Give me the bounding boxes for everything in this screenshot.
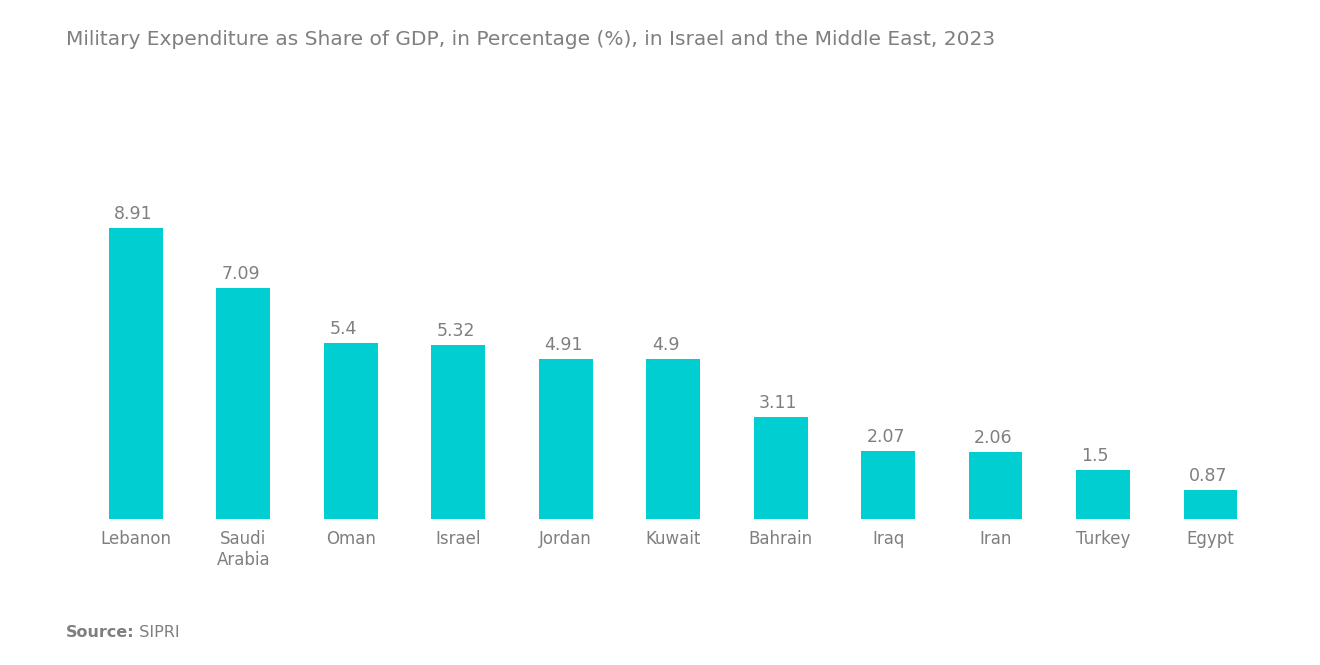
Text: Military Expenditure as Share of GDP, in Percentage (%), in Israel and the Middl: Military Expenditure as Share of GDP, in… <box>66 30 995 49</box>
Text: 5.4: 5.4 <box>329 320 356 338</box>
Text: 4.91: 4.91 <box>544 336 582 354</box>
Text: 7.09: 7.09 <box>222 265 260 283</box>
Bar <box>1076 469 1130 519</box>
Text: 2.06: 2.06 <box>974 429 1012 447</box>
Bar <box>861 452 915 519</box>
Text: 5.32: 5.32 <box>437 323 475 340</box>
Bar <box>539 358 593 519</box>
Bar <box>1184 490 1237 519</box>
Bar <box>216 287 271 519</box>
Bar <box>432 345 486 519</box>
Bar <box>754 418 808 519</box>
Text: 0.87: 0.87 <box>1189 467 1228 485</box>
Text: Source:: Source: <box>66 624 135 640</box>
Bar <box>647 359 700 519</box>
Text: 2.07: 2.07 <box>867 428 906 446</box>
Text: 4.9: 4.9 <box>652 336 680 354</box>
Text: SIPRI: SIPRI <box>129 624 180 640</box>
Text: 8.91: 8.91 <box>115 205 153 223</box>
Text: 3.11: 3.11 <box>759 394 797 412</box>
Text: 1.5: 1.5 <box>1081 447 1109 465</box>
Bar <box>323 342 378 519</box>
Bar <box>969 452 1023 519</box>
Bar <box>110 228 162 519</box>
